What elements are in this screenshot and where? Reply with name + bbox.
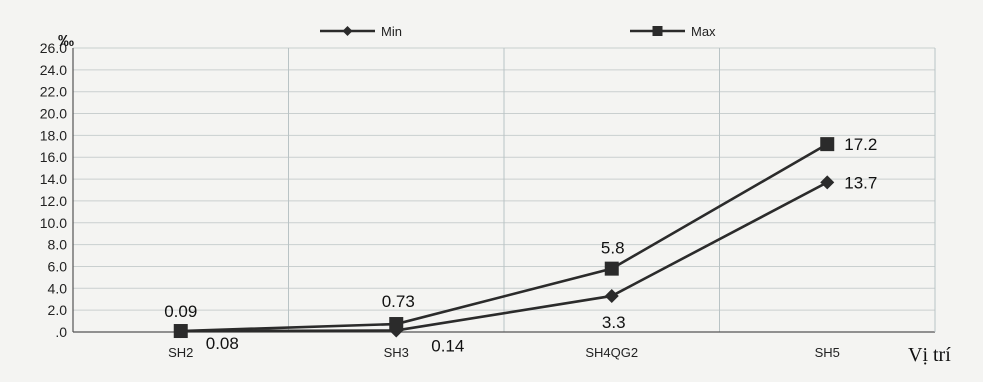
- y-tick-label: 8.0: [48, 237, 68, 253]
- point-min-sh5: [820, 175, 835, 190]
- y-axis-unit: ‰: [58, 33, 74, 50]
- data-label-min: 3.3: [602, 313, 626, 332]
- y-tick-label: 16.0: [40, 149, 67, 165]
- gridlines: [72, 47, 936, 333]
- x-category-label: SH4QG2: [585, 345, 638, 360]
- data-label-min: 13.7: [844, 173, 877, 192]
- y-axis-ticks: .0 2.0 4.0 6.0 8.0 10.0 12.0 14.0 16.0 18.0 20.0 22…: [40, 40, 67, 340]
- y-tick-label: 24.0: [40, 62, 67, 78]
- x-category-label: SH3: [384, 345, 409, 360]
- y-tick-label: 20.0: [40, 106, 67, 122]
- point-max-sh5: [820, 137, 835, 152]
- point-max-sh4qg2: [604, 261, 619, 276]
- y-tick-label: .0: [55, 324, 67, 340]
- y-tick-label: 14.0: [40, 171, 67, 187]
- series-line-max: [180, 142, 828, 333]
- y-tick-label: 10.0: [40, 215, 67, 231]
- data-label-max: 17.2: [844, 135, 877, 154]
- series-group: [173, 137, 835, 339]
- y-tick-label: 6.0: [48, 258, 68, 274]
- y-tick-label: 12.0: [40, 193, 67, 209]
- legend-label-min: Min: [381, 24, 402, 39]
- y-tick-label: 2.0: [48, 302, 68, 318]
- x-axis-categories: SH2 SH3 SH4QG2 SH5: [168, 345, 840, 360]
- x-axis-title: Vị trí: [908, 344, 951, 366]
- y-tick-label: 26.0: [40, 40, 67, 56]
- x-category-label: SH5: [815, 345, 840, 360]
- y-tick-label: 18.0: [40, 127, 67, 143]
- y-tick-label: 4.0: [48, 280, 68, 296]
- point-max-sh2: [173, 324, 188, 339]
- point-min-sh4qg2: [604, 288, 619, 303]
- data-label-min: 0.08: [206, 334, 239, 353]
- data-label-max: 5.8: [601, 239, 625, 258]
- x-category-label: SH2: [168, 345, 193, 360]
- data-labels: 0.09 0.08 0.73 0.14 5.8 3.3 17.2 13.7: [164, 135, 877, 355]
- series-line-min: [180, 181, 828, 333]
- legend-marker-max: [652, 26, 663, 36]
- legend-label-max: Max: [691, 24, 716, 39]
- point-max-sh3: [389, 317, 404, 332]
- y-tick-label: 22.0: [40, 84, 67, 100]
- data-label-max: 0.09: [164, 302, 197, 321]
- data-label-max: 0.73: [382, 292, 415, 311]
- data-label-min: 0.14: [431, 336, 464, 355]
- legend-marker-min: [342, 26, 353, 36]
- legend: Min Max: [320, 24, 716, 39]
